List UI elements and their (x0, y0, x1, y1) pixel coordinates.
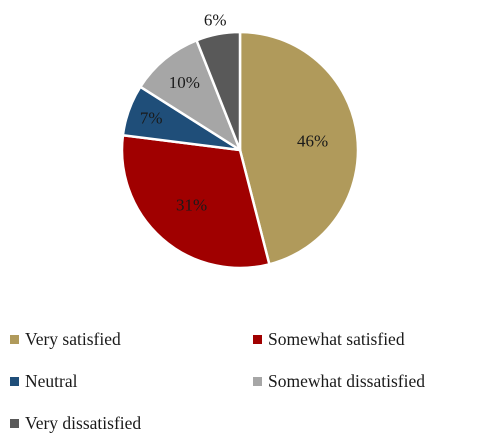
legend-swatch (10, 377, 19, 386)
legend-item-neutral: Neutral (10, 371, 77, 392)
pie-slice-very-dissatisfied (195, 30, 242, 152)
pie-slice-somewhat-satisfied (120, 133, 271, 270)
pie-labels: 46% 31% 7% 10% 6% (140, 11, 328, 215)
pie-slice-very-satisfied (238, 30, 360, 266)
pie-slice-somewhat-dissatisfied (139, 39, 242, 152)
data-label-somewhat-dissatisfied: 10% (169, 73, 200, 92)
legend-item-somewhat-satisfied: Somewhat satisfied (253, 329, 405, 350)
data-label-very-satisfied: 46% (297, 131, 328, 150)
data-label-neutral: 7% (140, 109, 163, 128)
data-label-somewhat-satisfied: 31% (176, 195, 207, 214)
legend-label: Neutral (25, 371, 78, 391)
legend-label: Somewhat dissatisfied (268, 371, 425, 391)
legend-swatch (253, 377, 262, 386)
legend-swatch (253, 335, 262, 344)
pie-chart: 46% 31% 7% 10% 6% (120, 11, 360, 270)
legend-label: Very satisfied (25, 329, 121, 349)
legend-swatch (10, 419, 19, 428)
legend-label: Somewhat satisfied (268, 329, 405, 349)
chart-legend: Very satisfied Somewhat satisfied Neutra… (0, 320, 481, 437)
legend-item-somewhat-dissatisfied: Somewhat dissatisfied (253, 371, 425, 392)
legend-swatch (10, 335, 19, 344)
data-label-very-dissatisfied: 6% (204, 11, 227, 30)
legend-label: Very dissatisfied (25, 413, 142, 433)
legend-item-very-satisfied: Very satisfied (10, 329, 121, 350)
pie-slices (120, 30, 360, 270)
legend-item-very-dissatisfied: Very dissatisfied (10, 413, 141, 434)
